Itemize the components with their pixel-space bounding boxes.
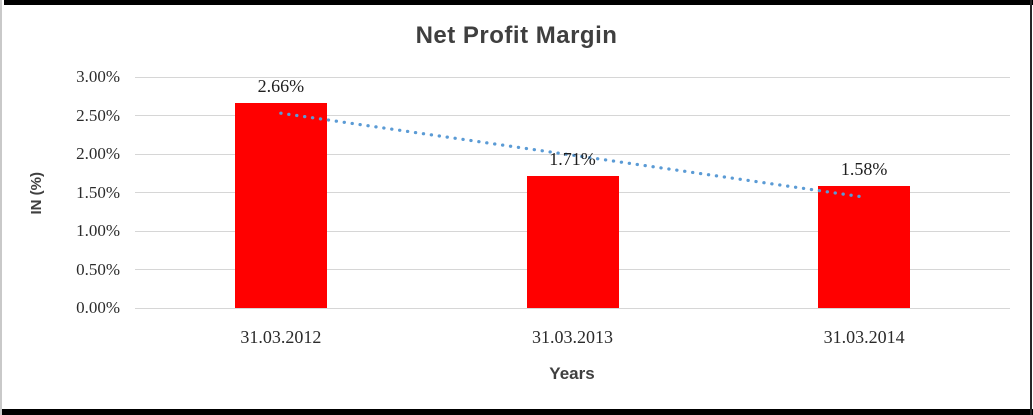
category-label: 31.03.2014 <box>823 327 905 347</box>
data-label: 2.66% <box>257 76 305 97</box>
y-tick-label: 0.50% <box>76 259 120 279</box>
y-tick-label: 2.00% <box>76 144 120 163</box>
bar <box>818 186 911 308</box>
y-tick-label: 3.00% <box>76 67 120 86</box>
data-label: 1.58% <box>840 159 888 180</box>
data-label: 1.71% <box>549 149 596 170</box>
bar <box>234 103 327 308</box>
frame-border-bottom <box>0 409 1033 415</box>
y-tick-label: 1.50% <box>76 182 120 202</box>
category-label: 31.03.2012 <box>240 327 322 347</box>
frame-border-right <box>1030 0 1032 415</box>
frame-border-top <box>4 0 1033 5</box>
bar <box>526 176 619 308</box>
y-tick-label: 0.00% <box>76 298 120 317</box>
y-tick-label: 1.00% <box>76 221 120 240</box>
frame-border-left <box>0 0 2 415</box>
gridline <box>135 307 1010 309</box>
gridline <box>135 76 1010 78</box>
category-label: 31.03.2013 <box>532 327 613 347</box>
y-tick-label: 2.50% <box>76 105 120 125</box>
x-axis-title: Years <box>549 364 595 383</box>
chart-title: Net Profit Margin <box>415 22 618 49</box>
